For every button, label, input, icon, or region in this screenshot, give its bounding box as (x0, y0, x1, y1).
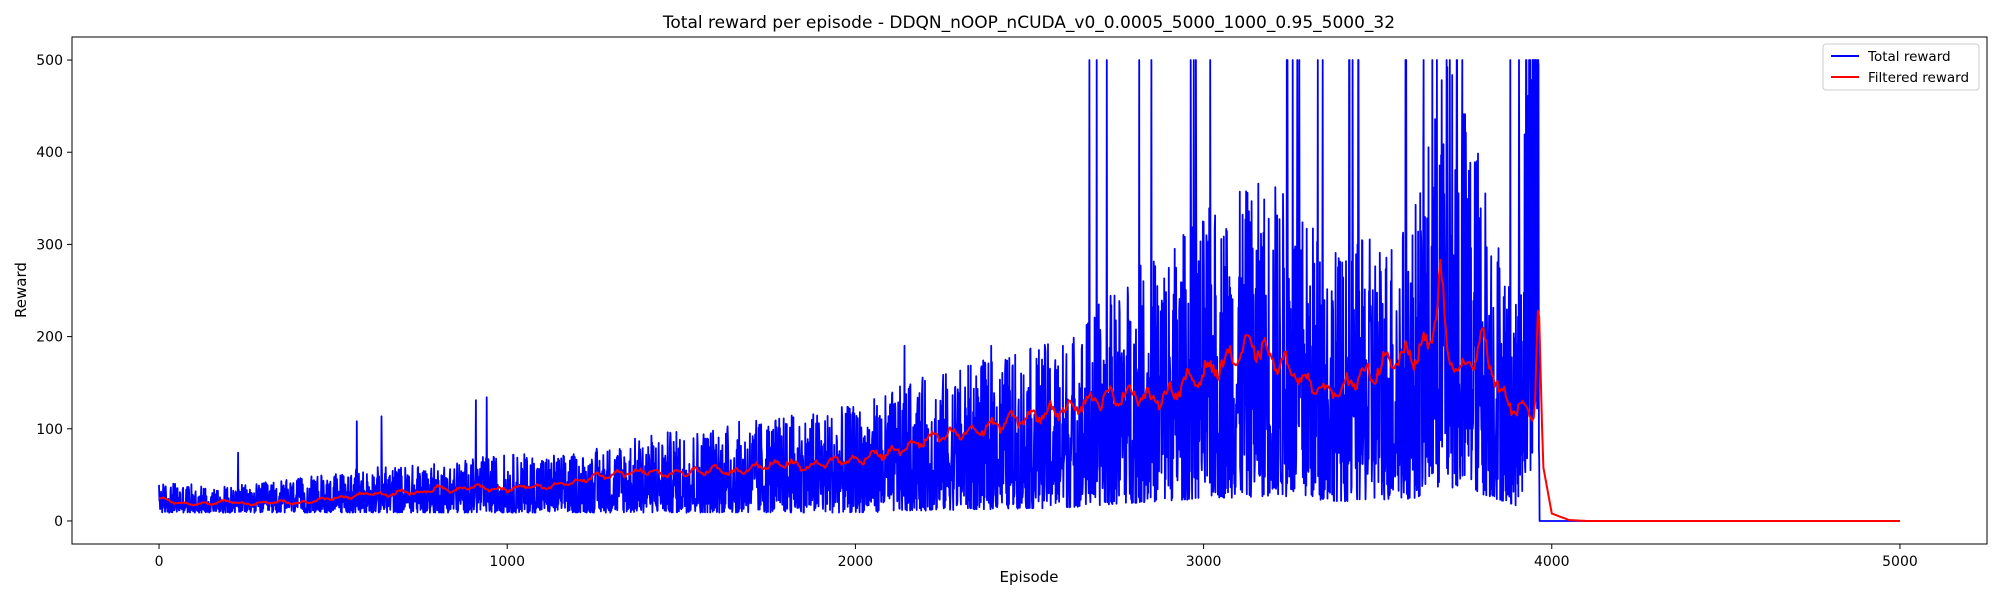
y-axis: 0 100 200 300 400 500 (36, 53, 72, 530)
legend-box (1822, 43, 1980, 91)
x-axis: 0 1000 2000 3000 4000 5000 (155, 544, 1918, 570)
x-tick-label: 5000 (1882, 554, 1918, 570)
y-axis-title: Reward (12, 262, 30, 318)
legend-label-filtered-reward: Filtered reward (1868, 70, 1969, 86)
x-axis-title: Episode (1000, 568, 1059, 586)
legend-label-total-reward: Total reward (1867, 49, 1951, 65)
x-tick-label: 4000 (1534, 554, 1570, 570)
x-tick-label: 0 (155, 554, 164, 570)
chart-title: Total reward per episode - DDQN_nOOP_nCU… (662, 13, 1395, 33)
series-layer (158, 59, 1901, 522)
x-tick-label: 2000 (838, 554, 874, 570)
x-tick-label: 1000 (489, 554, 525, 570)
plot-frame (71, 36, 1988, 545)
series-line-filtered-reward (158, 258, 1900, 522)
y-tick-label: 200 (36, 330, 63, 346)
y-tick-label: 100 (36, 422, 63, 438)
y-tick-label: 300 (36, 237, 63, 253)
y-tick-label: 400 (36, 145, 63, 161)
x-tick-label: 3000 (1186, 554, 1222, 570)
y-tick-label: 0 (54, 514, 63, 530)
legend: Total reward Filtered reward (1822, 43, 1980, 91)
y-tick-label: 500 (36, 53, 63, 69)
